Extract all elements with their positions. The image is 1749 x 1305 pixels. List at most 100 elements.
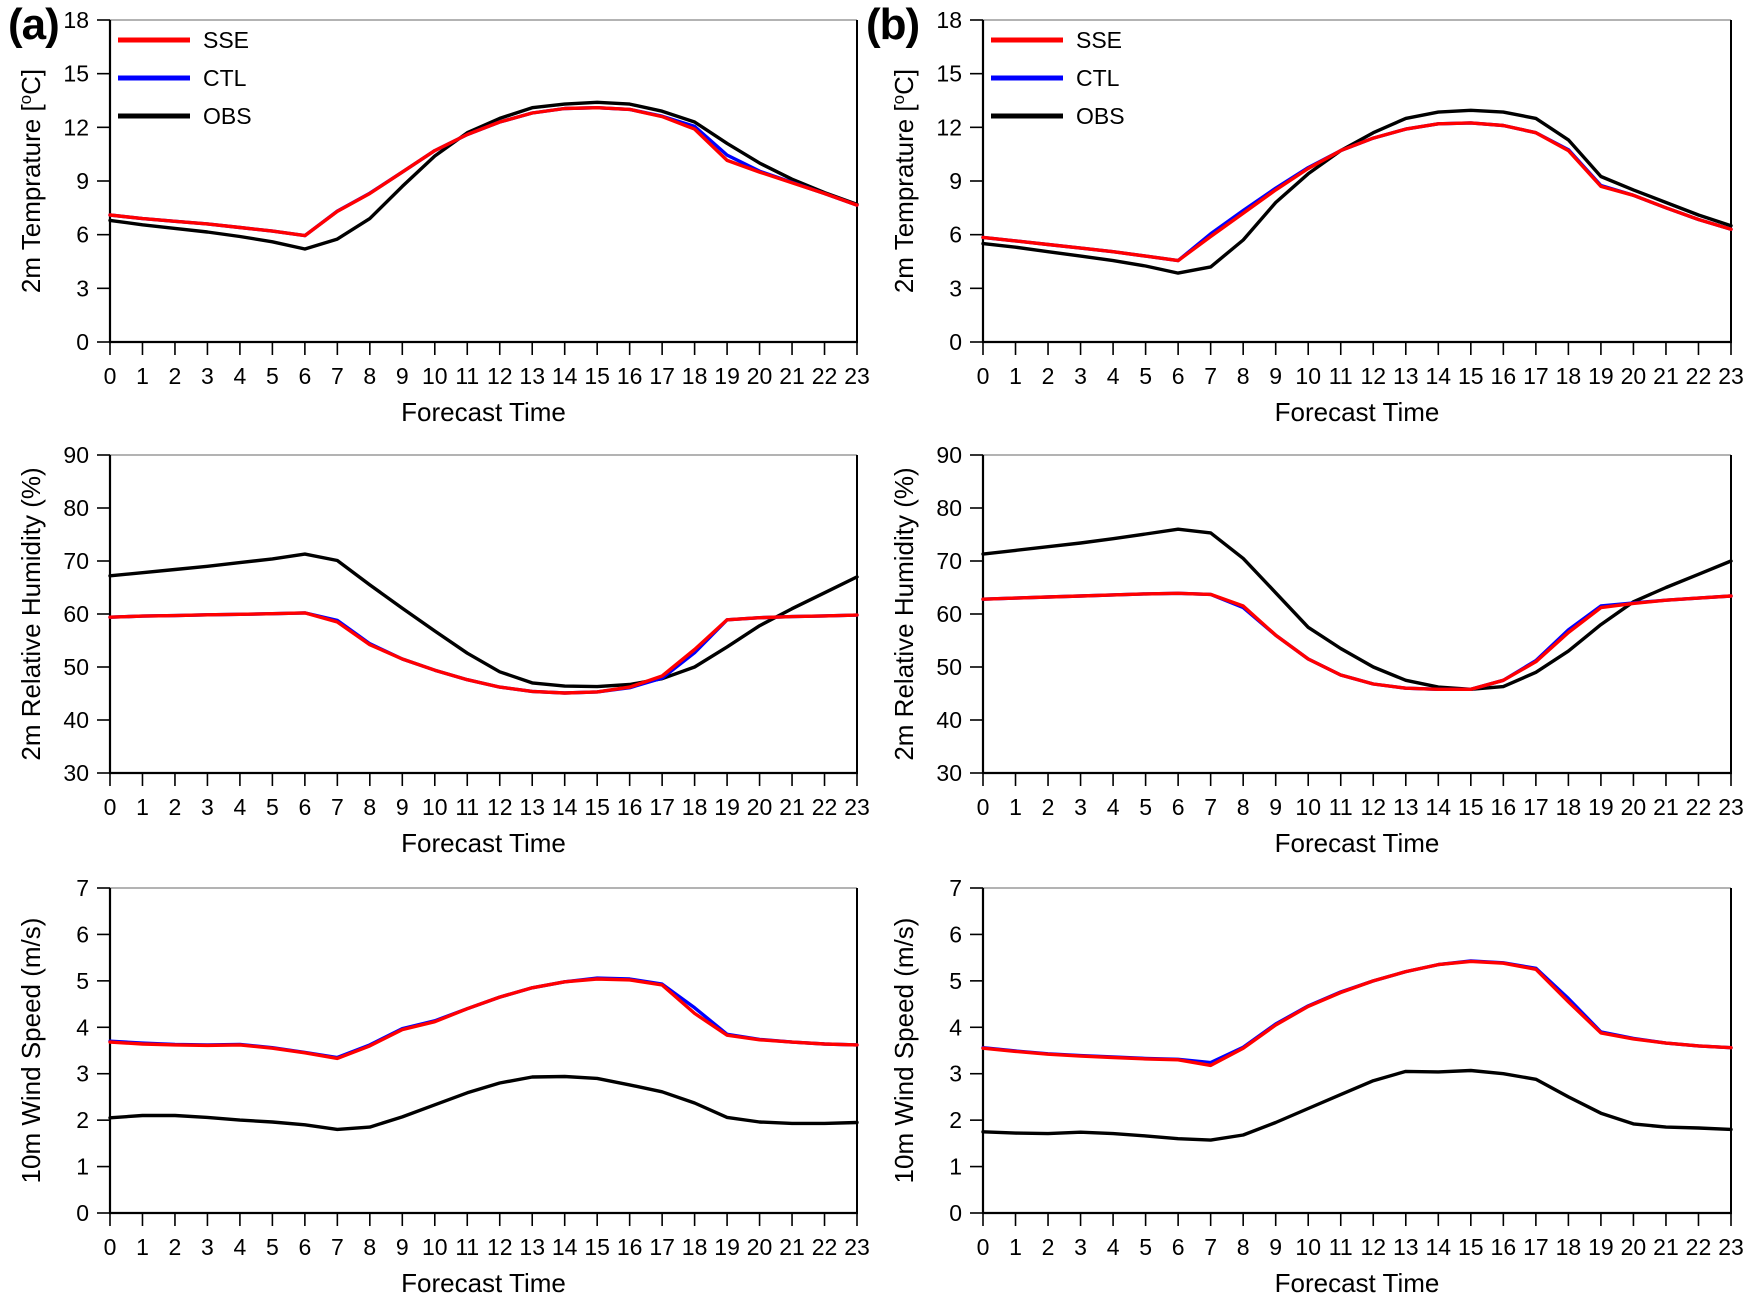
x-tick-label: 15 <box>1458 363 1484 389</box>
x-tick-label: 16 <box>617 794 643 820</box>
y-tick-label: 18 <box>63 7 89 33</box>
x-tick-label: 21 <box>1653 1234 1679 1260</box>
sse-line <box>981 591 1733 691</box>
x-tick-label: 12 <box>487 794 513 820</box>
x-tick-label: 19 <box>1588 794 1614 820</box>
y-tick-label: 5 <box>76 968 89 994</box>
x-tick-label: 20 <box>1621 794 1647 820</box>
x-tick-label: 22 <box>812 1234 838 1260</box>
x-tick-label: 22 <box>1686 794 1712 820</box>
panel-label-b: (b) <box>866 0 920 49</box>
x-axis-title: Forecast Time <box>401 1268 566 1298</box>
x-tick-label: 4 <box>1107 1234 1120 1260</box>
y-tick-label: 1 <box>76 1154 89 1180</box>
y-tick-label: 3 <box>949 1061 962 1087</box>
y-tick-label: 7 <box>76 875 89 901</box>
y-tick-label: 90 <box>63 442 89 468</box>
x-tick-label: 16 <box>617 1234 643 1260</box>
x-tick-label: 12 <box>1360 794 1386 820</box>
x-tick-label: 9 <box>1269 363 1282 389</box>
x-tick-label: 5 <box>266 794 279 820</box>
x-tick-label: 17 <box>649 363 675 389</box>
y-tick-label: 0 <box>949 329 962 355</box>
x-tick-label: 1 <box>136 1234 149 1260</box>
x-tick-label: 3 <box>201 794 214 820</box>
x-tick-label: 4 <box>1107 363 1120 389</box>
x-tick-label: 10 <box>1295 363 1321 389</box>
x-tick-label: 9 <box>396 1234 409 1260</box>
x-tick-label: 2 <box>1042 1234 1055 1260</box>
x-tick-label: 13 <box>519 794 545 820</box>
x-tick-label: 6 <box>298 363 311 389</box>
x-tick-label: 20 <box>1621 363 1647 389</box>
x-tick-label: 2 <box>169 1234 182 1260</box>
sse-line <box>108 611 859 695</box>
ctl-line <box>981 591 1733 691</box>
x-tick-label: 10 <box>422 1234 448 1260</box>
x-tick-label: 20 <box>747 794 773 820</box>
x-tick-label: 9 <box>396 794 409 820</box>
x-tick-label: 5 <box>266 1234 279 1260</box>
x-tick-label: 14 <box>552 363 578 389</box>
x-tick-label: 8 <box>1237 363 1250 389</box>
x-tick-label: 8 <box>363 1234 376 1260</box>
y-tick-label: 4 <box>949 1014 962 1040</box>
x-tick-label: 23 <box>1718 1234 1744 1260</box>
y-tick-label: 80 <box>63 495 89 521</box>
x-tick-label: 3 <box>1074 363 1087 389</box>
x-tick-label: 23 <box>1718 363 1744 389</box>
x-tick-label: 14 <box>552 1234 578 1260</box>
x-tick-label: 3 <box>201 1234 214 1260</box>
x-tick-label: 16 <box>1491 1234 1517 1260</box>
x-tick-label: 2 <box>1042 794 1055 820</box>
x-tick-label: 7 <box>331 363 344 389</box>
x-tick-label: 15 <box>584 363 610 389</box>
x-tick-label: 13 <box>519 1234 545 1260</box>
x-tick-label: 6 <box>298 794 311 820</box>
x-tick-label: 0 <box>977 363 990 389</box>
y-tick-label: 1 <box>949 1154 962 1180</box>
x-tick-label: 13 <box>1393 1234 1419 1260</box>
ctl-line <box>108 611 859 695</box>
obs-line <box>108 100 859 251</box>
y-tick-label: 50 <box>936 654 962 680</box>
y-tick-label: 70 <box>63 548 89 574</box>
x-tick-label: 21 <box>779 1234 805 1260</box>
x-tick-label: 6 <box>1172 1234 1185 1260</box>
x-tick-label: 17 <box>649 794 675 820</box>
y-tick-label: 30 <box>936 760 962 786</box>
y-axis-title: 2m Relative Humidity (%) <box>889 467 919 760</box>
x-tick-label: 6 <box>1172 794 1185 820</box>
y-tick-label: 60 <box>63 601 89 627</box>
y-axis-title: 2m Temprature [oC] <box>889 69 919 293</box>
y-tick-label: 90 <box>936 442 962 468</box>
x-tick-label: 17 <box>1523 1234 1549 1260</box>
x-tick-label: 1 <box>1009 1234 1022 1260</box>
legend-label-ctl: CTL <box>1076 65 1120 91</box>
x-tick-label: 13 <box>1393 363 1419 389</box>
y-tick-label: 50 <box>63 654 89 680</box>
x-tick-label: 15 <box>584 1234 610 1260</box>
y-tick-label: 6 <box>949 222 962 248</box>
y-tick-label: 18 <box>936 7 962 33</box>
sse-line <box>108 977 859 1061</box>
y-tick-label: 80 <box>936 495 962 521</box>
legend: SSE CTL OBS <box>118 27 252 129</box>
x-tick-label: 21 <box>1653 794 1679 820</box>
y-tick-label: 7 <box>949 875 962 901</box>
x-tick-label: 12 <box>487 1234 513 1260</box>
y-tick-label: 5 <box>949 968 962 994</box>
x-tick-label: 4 <box>234 794 247 820</box>
x-tick-label: 15 <box>1458 794 1484 820</box>
x-tick-label: 0 <box>104 794 117 820</box>
ctl-line <box>981 959 1733 1065</box>
x-tick-label: 7 <box>1204 363 1217 389</box>
x-tick-label: 17 <box>649 1234 675 1260</box>
x-axis-title: Forecast Time <box>401 828 566 858</box>
legend-label-obs: OBS <box>203 103 252 129</box>
y-tick-label: 9 <box>76 168 89 194</box>
y-axis-title: 10m Wind Speed (m/s) <box>16 918 46 1184</box>
x-tick-label: 8 <box>363 363 376 389</box>
legend: SSE CTL OBS <box>991 27 1125 129</box>
